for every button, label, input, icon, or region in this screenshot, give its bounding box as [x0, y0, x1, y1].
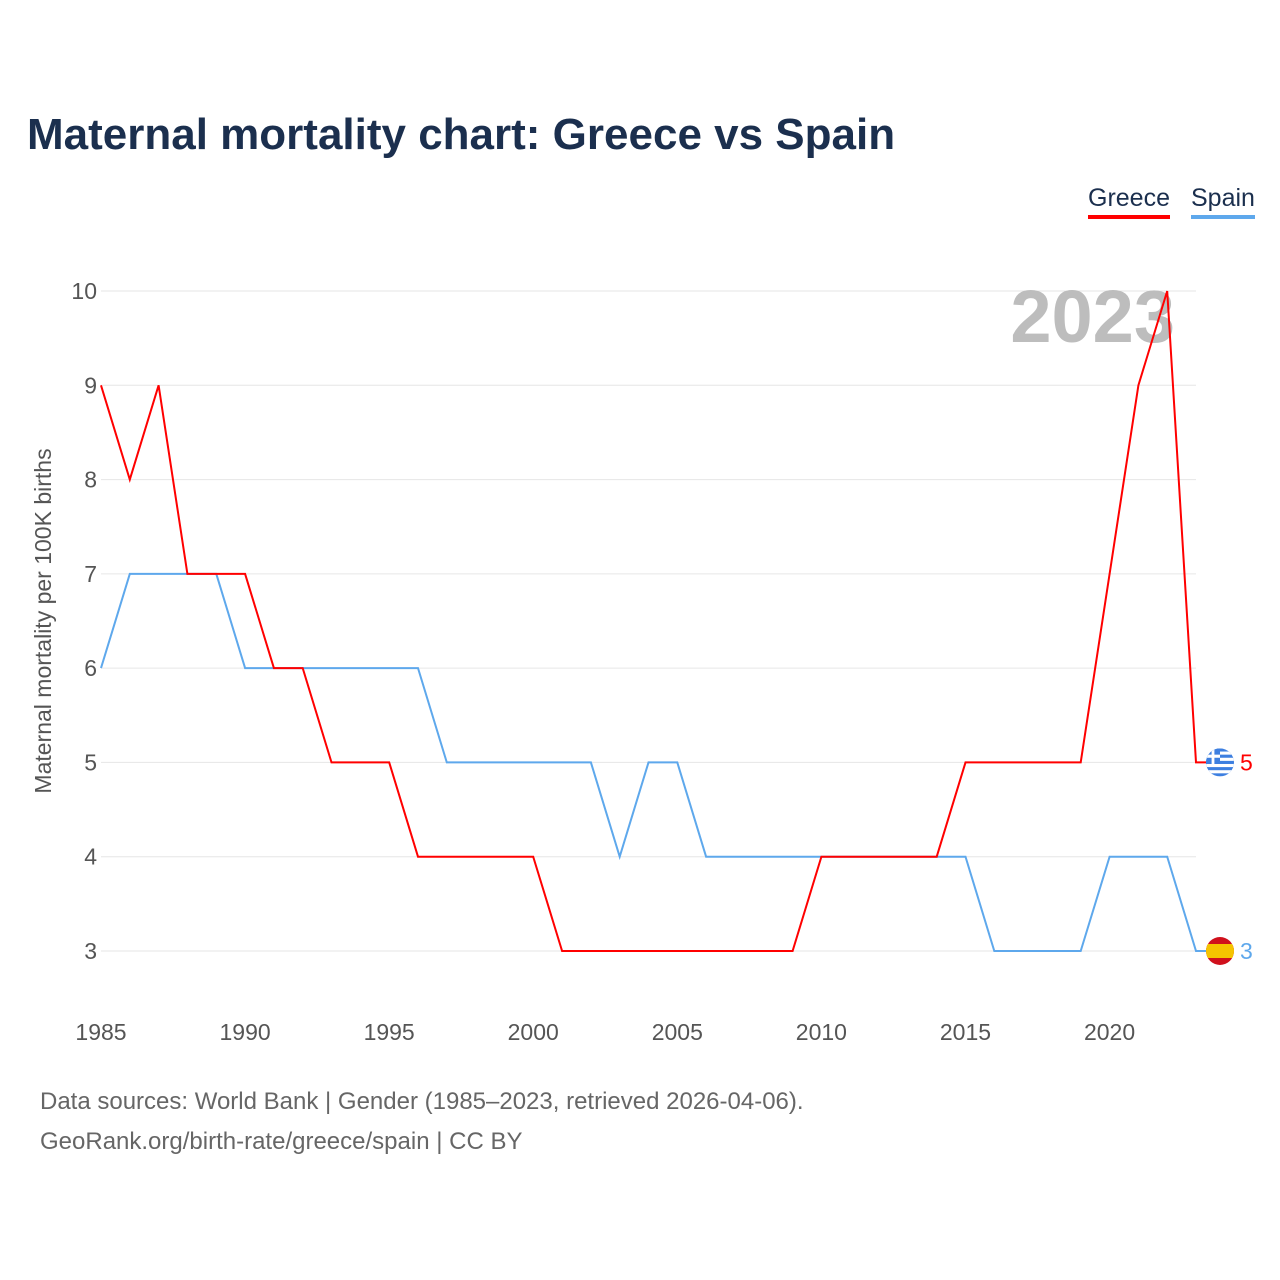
- flag-stripe: [1206, 763, 1234, 768]
- source-note: Data sources: World Bank | Gender (1985–…: [40, 1088, 804, 1115]
- y-tick-label: 10: [71, 278, 97, 304]
- y-tick-label: 9: [84, 372, 97, 398]
- source-link[interactable]: GeoRank.org/birth-rate/greece/spain | CC…: [40, 1128, 523, 1155]
- y-tick-label: 7: [84, 561, 97, 587]
- flag-greece-icon: [1206, 748, 1234, 777]
- x-tick-label: 2010: [796, 1019, 847, 1045]
- y-tick-label: 4: [84, 844, 97, 870]
- y-axis-label: Maternal mortality per 100K births: [30, 448, 56, 793]
- x-tick-label: 2005: [652, 1019, 703, 1045]
- y-tick-label: 6: [84, 655, 97, 681]
- x-tick-label: 1985: [75, 1019, 126, 1045]
- flag-body: [1206, 937, 1234, 965]
- y-tick-label: 8: [84, 467, 97, 493]
- y-tick-label: 3: [84, 938, 97, 964]
- flag-stripe: [1206, 944, 1234, 958]
- chart-title: Maternal mortality chart: Greece vs Spai…: [27, 110, 896, 159]
- legend-spain[interactable]: Spain: [1191, 184, 1255, 219]
- x-tick-label: 2000: [508, 1019, 559, 1045]
- x-tick-label: 1995: [364, 1019, 415, 1045]
- legend-greece[interactable]: Greece: [1088, 184, 1170, 219]
- series-line-greece: [100, 290, 1220, 952]
- end-value-label-greece: 5: [1240, 749, 1253, 775]
- flag-cross-v: [1211, 748, 1215, 764]
- x-tick-label: 1990: [219, 1019, 270, 1045]
- y-tick-label: 5: [84, 749, 97, 775]
- end-value-label-spain: 3: [1240, 938, 1253, 964]
- flag-stripe: [1206, 770, 1234, 774]
- flag-body: [1206, 748, 1234, 777]
- flag-spain-icon: [1206, 937, 1234, 965]
- x-tick-label: 2015: [940, 1019, 991, 1045]
- year-watermark: 2023: [1010, 275, 1175, 358]
- x-tick-label: 2020: [1084, 1019, 1135, 1045]
